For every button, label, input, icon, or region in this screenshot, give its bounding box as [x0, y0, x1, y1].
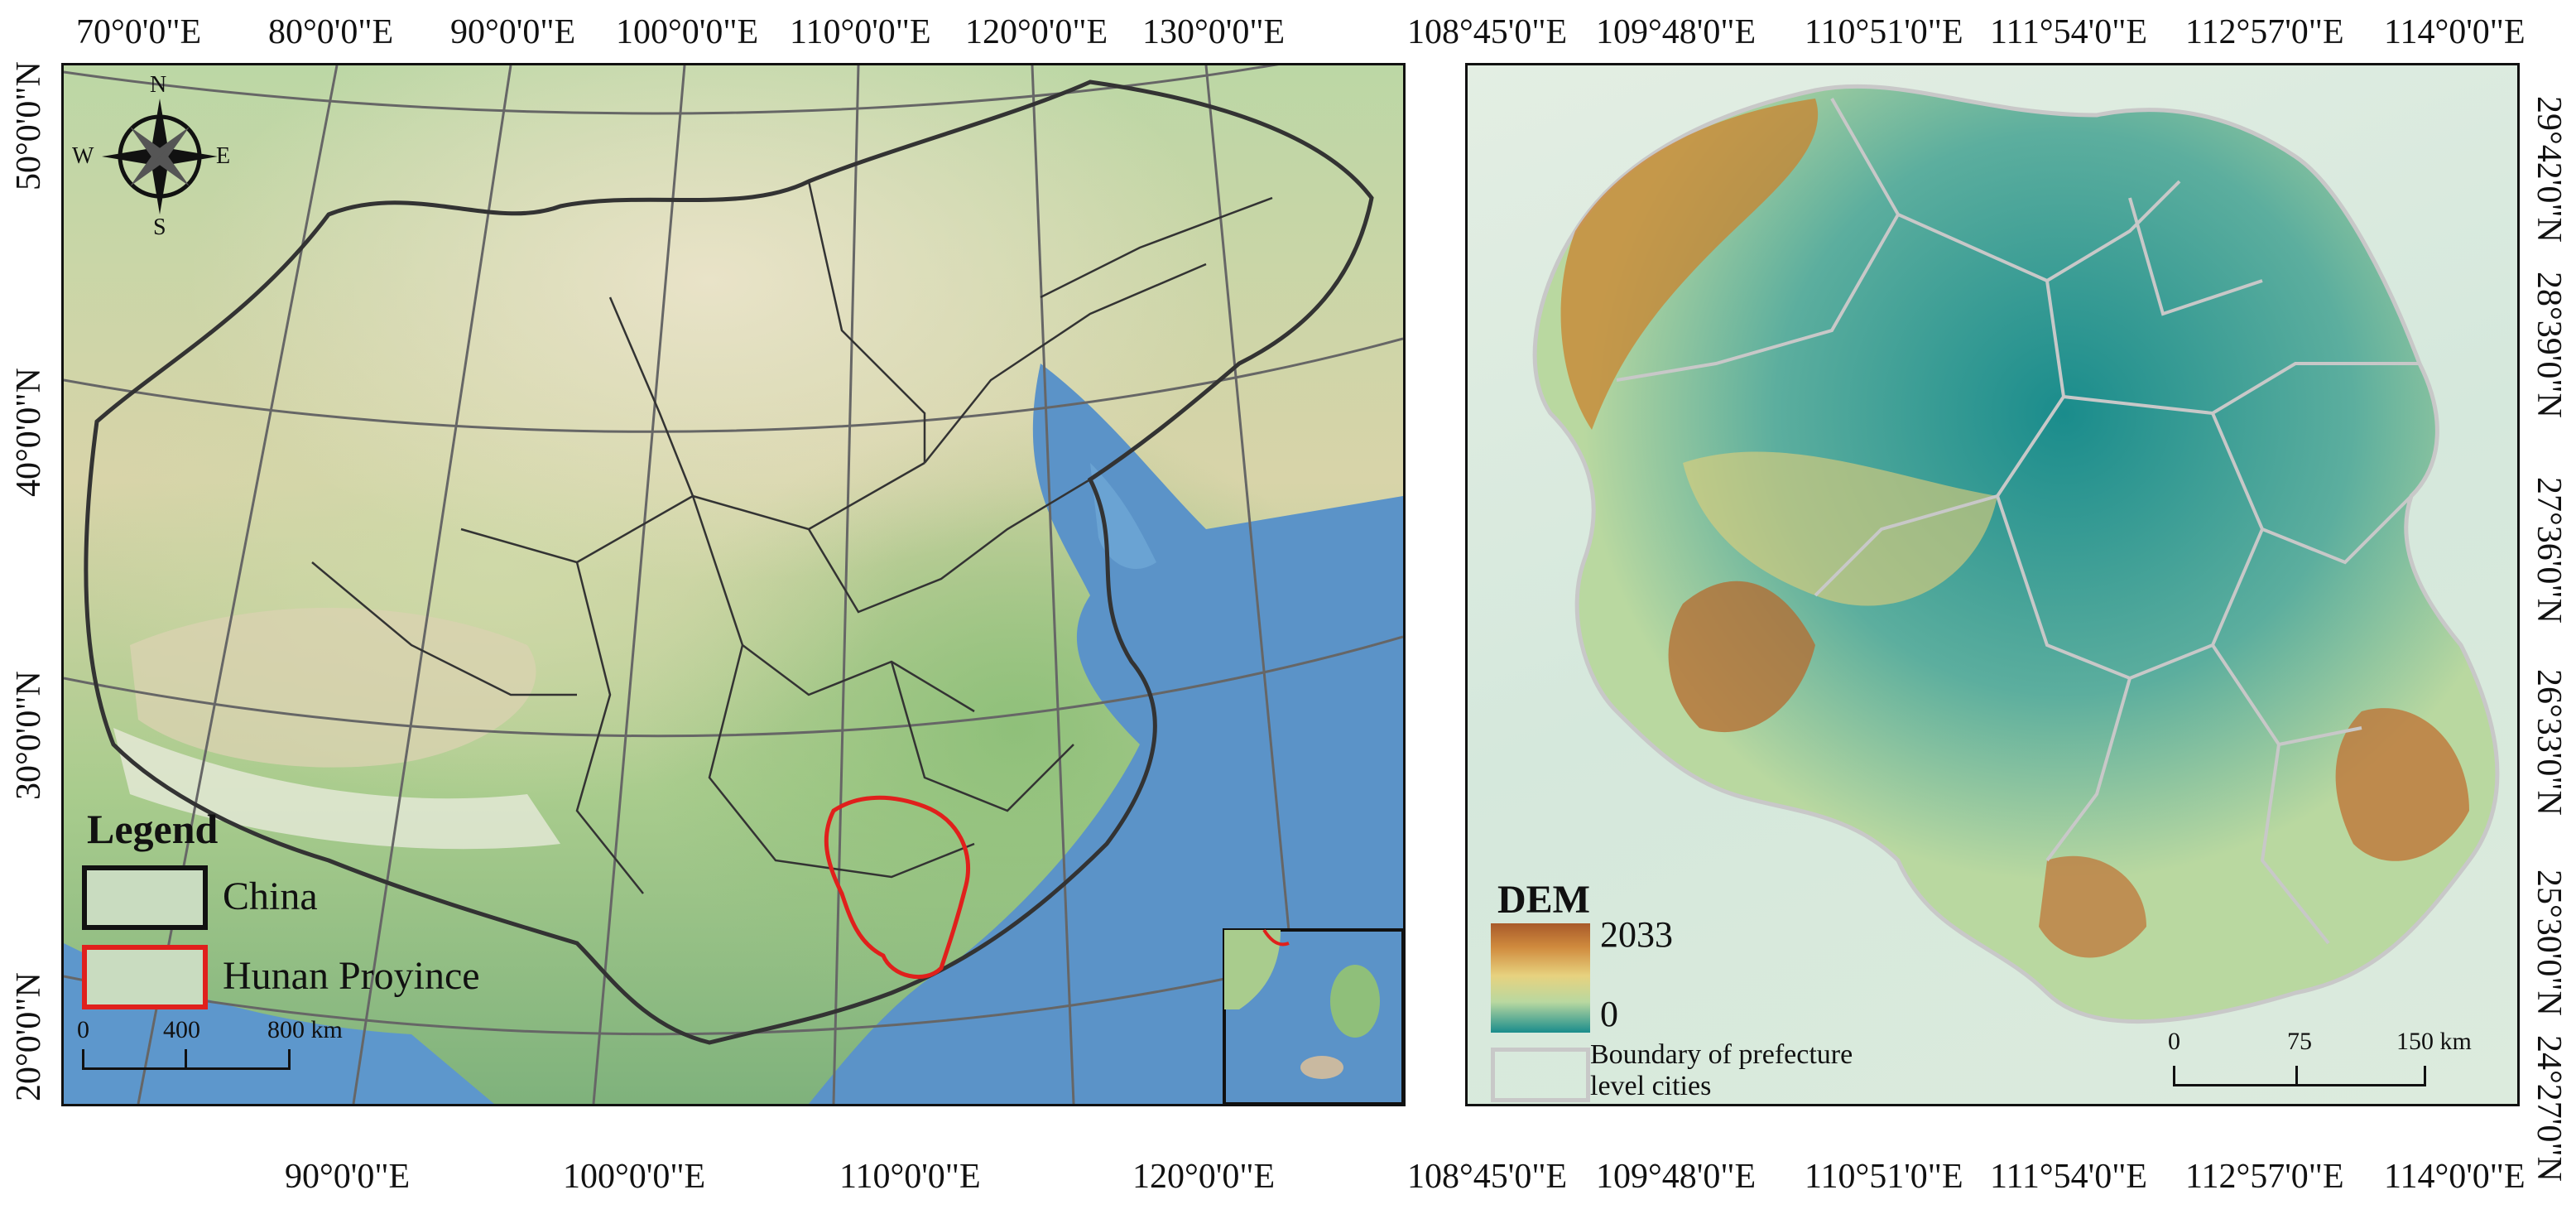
right-scale-tick-75: 75: [2287, 1028, 2312, 1055]
left-top-lon-90: 90°0'0"E: [450, 13, 576, 51]
sea-area: [809, 364, 1403, 1104]
southwest-highlands: [1668, 581, 1815, 733]
legend-label-china: China: [223, 874, 318, 918]
china-map-graphics: [64, 65, 1403, 1104]
right-scale-tick-150: 150 km: [2396, 1028, 2472, 1055]
china-map-panel: N S E W Legend China Hunan Proyince 0 40…: [61, 63, 1406, 1106]
left-lat-50: 50°0'0"N: [10, 61, 48, 190]
hunan-dem-panel: DEM 2033 0 Boundary of prefecture level …: [1465, 63, 2520, 1106]
right-bottom-lon-1: 109°48'0"E: [1596, 1158, 1757, 1196]
left-bottom-lon-120: 120°0'0"E: [1132, 1158, 1276, 1196]
legend-label-hunan: Hunan Proyince: [223, 954, 480, 998]
right-lat-5: 24°27'0"N: [2530, 1035, 2568, 1182]
west-highlands: [1560, 99, 1819, 430]
right-bottom-lon-5: 114°0'0"E: [2384, 1158, 2526, 1196]
central-upland: [1683, 451, 1997, 606]
right-lat-0: 29°42'0"N: [2530, 96, 2568, 243]
boundary-label-line1: Boundary of prefecture: [1590, 1039, 1853, 1070]
scale-tick-800: 800 km: [267, 1016, 343, 1043]
right-lat-3: 26°33'0"N: [2530, 669, 2568, 816]
right-bottom-lon-0: 108°45'0"E: [1407, 1158, 1568, 1196]
south-china-sea-inset: [1223, 928, 1403, 1104]
right-top-lon-3: 111°54'0"E: [1990, 13, 2148, 51]
province-lines: [311, 181, 1273, 894]
tibet-plateau: [130, 608, 536, 768]
left-top-lon-80: 80°0'0"E: [268, 13, 394, 51]
south-highlands: [2039, 855, 2146, 958]
right-scale-bar: [2173, 1066, 2426, 1086]
legend-swatch-china: [82, 865, 208, 930]
left-top-lon-130: 130°0'0"E: [1142, 13, 1286, 51]
left-bottom-lon-90: 90°0'0"E: [285, 1158, 411, 1196]
left-top-lon-110: 110°0'0"E: [790, 13, 931, 51]
left-top-lon-120: 120°0'0"E: [965, 13, 1108, 51]
boundary-swatch: [1491, 1048, 1590, 1102]
right-top-lon-1: 109°48'0"E: [1596, 13, 1757, 51]
right-top-lon-2: 110°51'0"E: [1805, 13, 1963, 51]
right-bottom-lon-4: 112°57'0"E: [2185, 1158, 2344, 1196]
dem-max-label: 2033: [1600, 914, 1673, 955]
right-top-lon-4: 112°57'0"E: [2185, 13, 2344, 51]
left-lat-20: 20°0'0"N: [10, 972, 48, 1101]
left-lat-40: 40°0'0"N: [10, 368, 48, 497]
scale-tick-0: 0: [77, 1016, 89, 1043]
left-top-lon-70: 70°0'0"E: [76, 13, 202, 51]
dem-min-label: 0: [1600, 994, 1618, 1034]
prefecture-boundaries: [1616, 98, 2420, 945]
hunan-province-outline: [824, 795, 971, 980]
southeast-highlands: [2335, 708, 2469, 861]
hunan-dem-graphics: [1532, 84, 2500, 1024]
left-bottom-lon-110: 110°0'0"E: [839, 1158, 981, 1196]
legend-swatch-hunan: [82, 945, 208, 1009]
dem-legend-title: DEM: [1497, 878, 1590, 922]
scale-bar-mid: [185, 1049, 187, 1067]
compass-n: N: [150, 72, 167, 98]
sea-area-sw: [64, 943, 494, 1104]
right-bottom-lon-3: 111°54'0"E: [1990, 1158, 2148, 1196]
scale-bar: [82, 1049, 291, 1070]
boundary-label-line2: level cities: [1590, 1071, 1712, 1101]
north-arrow-icon: [102, 99, 218, 214]
right-top-lon-5: 114°0'0"E: [2384, 13, 2526, 51]
right-top-lon-0: 108°45'0"E: [1407, 13, 1568, 51]
left-bottom-lon-100: 100°0'0"E: [563, 1158, 706, 1196]
right-scale-tick-0: 0: [2168, 1028, 2180, 1055]
legend-title: Legend: [87, 806, 219, 852]
china-boundary: [84, 79, 1374, 1045]
scale-tick-400: 400: [163, 1016, 200, 1043]
right-lat-2: 27°36'0"N: [2530, 477, 2568, 624]
dem-color-ramp: [1491, 923, 1590, 1033]
left-lat-30: 30°0'0"N: [10, 671, 48, 800]
right-scale-bar-mid: [2295, 1066, 2298, 1084]
right-bottom-lon-2: 110°51'0"E: [1805, 1158, 1963, 1196]
right-lat-4: 25°30'0"N: [2530, 870, 2568, 1016]
compass-e: E: [216, 143, 231, 169]
compass-s: S: [153, 214, 166, 240]
left-top-lon-100: 100°0'0"E: [616, 13, 759, 51]
right-lat-1: 28°39'0"N: [2530, 272, 2568, 418]
compass-w: W: [72, 143, 94, 169]
